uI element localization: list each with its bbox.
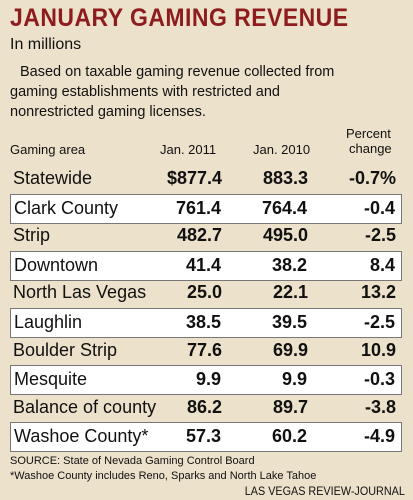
table-value: 39.5 [271,312,307,332]
table-value: 9.9 [195,369,221,390]
table-value: -0.3 [363,369,395,390]
description: Based on taxable gaming revenue collecte… [20,64,335,80]
table-row: Washoe County* 57.3 60.2 -4.9 [10,422,402,453]
area-name: Strip [13,225,51,246]
area-name: Mesquite [14,369,88,390]
table-value: 764.4 [261,197,307,218]
area-name: Statewide [13,168,93,188]
table-value: 10.9 [360,339,396,360]
area-name: Laughlin [14,312,83,332]
note: *Washoe County includes Reno, Sparks and… [10,470,317,482]
table-value: 22.1 [272,282,308,303]
table-value: 38.2 [271,254,307,275]
table-value: 761.4 [175,197,221,218]
table-value: $877.4 [166,168,222,188]
table-value: 89.7 [272,396,308,417]
table-value: -2.5 [363,312,395,332]
area-name: Balance of county [13,396,157,417]
table-row: Clark County 761.4 764.4 -0.4 [10,193,402,224]
table-row: North Las Vegas 25.0 22.1 13.2 [10,279,402,309]
table-row: Balance of county 86.2 89.7 -3.8 [10,394,402,424]
source: SOURCE: State of Nevada Gaming Control B… [10,455,255,467]
table-value: 57.3 [185,426,221,447]
description: nonrestricted gaming licenses. [10,104,206,120]
column-header: Jan. 2011 [160,142,217,157]
table-value: 41.4 [185,254,221,275]
table-value: -3.8 [364,396,396,417]
column-header: Jan. 2010 [253,142,311,157]
table-value: 9.9 [281,369,307,390]
column-header: Gaming area [10,142,86,157]
table-value: 8.4 [369,254,395,275]
column-header: change [349,141,392,156]
table-value: 60.2 [271,426,307,447]
table-value: 13.2 [360,282,396,303]
area-name: Downtown [14,254,99,275]
table-row: Mesquite 9.9 9.9 -0.3 [10,365,402,396]
table-row: Statewide $877.4 883.3 -0.7% [10,165,402,195]
title: JANUARY GAMING REVENUE [10,4,349,32]
table-value: 495.0 [262,225,308,246]
table-value: 25.0 [186,282,222,303]
table-value: 69.9 [272,339,308,360]
column-header: Percent [346,126,391,141]
table-value: -0.7% [348,168,396,188]
credit: LAS VEGAS REVIEW-JOURNAL [244,484,405,498]
table-row: Downtown 41.4 38.2 8.4 [10,250,402,281]
area-name: North Las Vegas [13,282,147,303]
table-value: -2.5 [364,225,396,246]
subtitle: In millions [10,36,82,53]
area-name: Boulder Strip [13,339,118,360]
table-row: Strip 482.7 495.0 -2.5 [10,222,402,252]
table-value: -4.9 [363,426,395,447]
table-value: 883.3 [262,168,308,188]
table-value: 38.5 [185,312,221,332]
area-name: Washoe County* [14,426,149,447]
description: gaming establishments with restricted an… [10,84,280,100]
area-name: Clark County [14,197,119,218]
table-value: 86.2 [186,396,222,417]
table-value: -0.4 [363,197,395,218]
table-row: Laughlin 38.5 39.5 -2.5 [10,308,402,338]
table-row: Boulder Strip 77.6 69.9 10.9 [10,337,402,367]
table-value: 77.6 [186,339,222,360]
table-value: 482.7 [176,225,222,246]
